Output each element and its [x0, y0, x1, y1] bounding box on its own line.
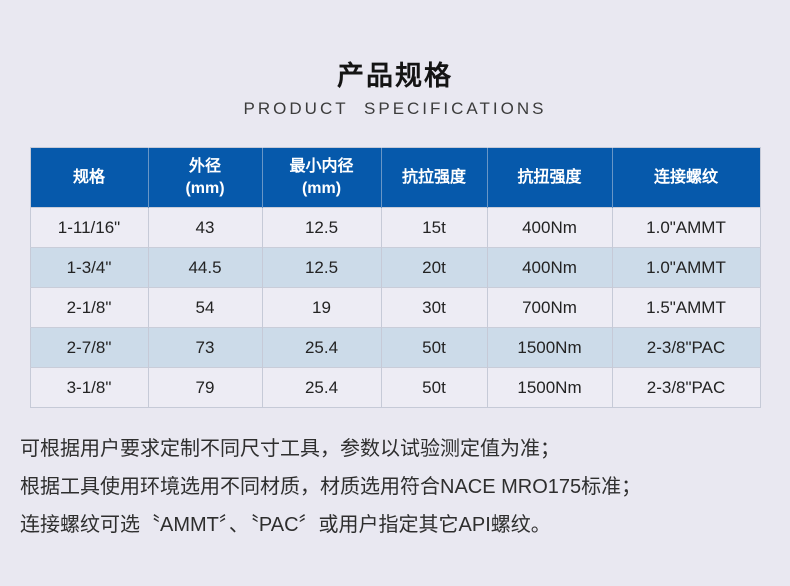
table-cell: 19	[261, 287, 381, 328]
table-row: 2-7/8" 73 25.4 50t 1500Nm 2-3/8"PAC	[30, 327, 760, 368]
page-title: 产品规格	[337, 61, 453, 91]
table-row: 1-11/16" 43 12.5 15t 400Nm 1.0"AMMT	[30, 207, 760, 248]
table-cell: 400Nm	[486, 207, 612, 248]
table-row: 1-3/4" 44.5 12.5 20t 400Nm 1.0"AMMT	[30, 247, 760, 288]
table-cell: 400Nm	[486, 247, 612, 288]
column-header: 抗扭强度	[486, 147, 612, 208]
table-row: 3-1/8" 79 25.4 50t 1500Nm 2-3/8"PAC	[30, 367, 760, 408]
table-cell: 2-1/8"	[30, 287, 148, 328]
table-cell: 25.4	[261, 327, 381, 368]
column-header: 最小内径 (mm)	[261, 147, 381, 208]
column-header: 连接螺纹	[611, 147, 760, 208]
header-row: 规格 外径 (mm) 最小内径 (mm) 抗拉强度 抗扭强度 连接螺纹	[30, 147, 760, 208]
table-cell: 1500Nm	[486, 367, 612, 408]
table-cell: 1.0"AMMT	[611, 207, 760, 248]
note-line-3: 连接螺纹可选〝AMMT〞、〝PAC〞或用户指定其它API螺纹。	[20, 514, 551, 536]
note-line-1: 可根据用户要求定制不同尺寸工具，参数以试验测定值为准；	[20, 438, 560, 460]
table-cell: 12.5	[261, 207, 381, 248]
column-header: 规格	[30, 147, 148, 208]
table-cell: 15t	[380, 207, 487, 248]
table-cell: 1-11/16"	[30, 207, 148, 248]
table-cell: 30t	[380, 287, 487, 328]
table-cell: 12.5	[261, 247, 381, 288]
table-cell: 79	[147, 367, 262, 408]
table-cell: 43	[147, 207, 262, 248]
table-row: 2-1/8" 54 19 30t 700Nm 1.5"AMMT	[30, 287, 760, 328]
column-header: 抗拉强度	[380, 147, 487, 208]
table-cell: 44.5	[147, 247, 262, 288]
table-cell: 25.4	[261, 367, 381, 408]
note-line-2: 根据工具使用环境选用不同材质，材质选用符合NACE MRO175标准；	[20, 476, 642, 498]
table-cell: 1-3/4"	[30, 247, 148, 288]
spec-table-header: 规格 外径 (mm) 最小内径 (mm) 抗拉强度 抗扭强度 连接螺纹	[30, 147, 760, 208]
spec-table-body: 1-11/16" 43 12.5 15t 400Nm 1.0"AMMT 1-3/4" 44.5…	[30, 207, 760, 408]
table-cell: 1500Nm	[486, 327, 612, 368]
table-cell: 3-1/8"	[30, 367, 148, 408]
table-cell: 20t	[380, 247, 487, 288]
column-header: 外径 (mm)	[147, 147, 262, 208]
table-cell: 50t	[380, 327, 487, 368]
footnotes: 可根据用户要求定制不同尺寸工具，参数以试验测定值为准； 根据工具使用环境选用不同…	[20, 430, 790, 544]
table-cell: 1.5"AMMT	[611, 287, 760, 328]
table-cell: 2-3/8"PAC	[611, 367, 760, 408]
table-cell: 2-7/8"	[30, 327, 148, 368]
spec-table: 规格 外径 (mm) 最小内径 (mm) 抗拉强度 抗扭强度 连接螺纹 1-11/16" 43 1…	[29, 147, 761, 408]
table-cell: 2-3/8"PAC	[611, 327, 760, 368]
table-cell: 54	[147, 287, 262, 328]
table-cell: 50t	[380, 367, 487, 408]
table-cell: 1.0"AMMT	[611, 247, 760, 288]
page-subtitle: PRODUCT SPECIFICATIONS	[243, 99, 547, 118]
table-cell: 73	[147, 327, 262, 368]
table-cell: 700Nm	[486, 287, 612, 328]
